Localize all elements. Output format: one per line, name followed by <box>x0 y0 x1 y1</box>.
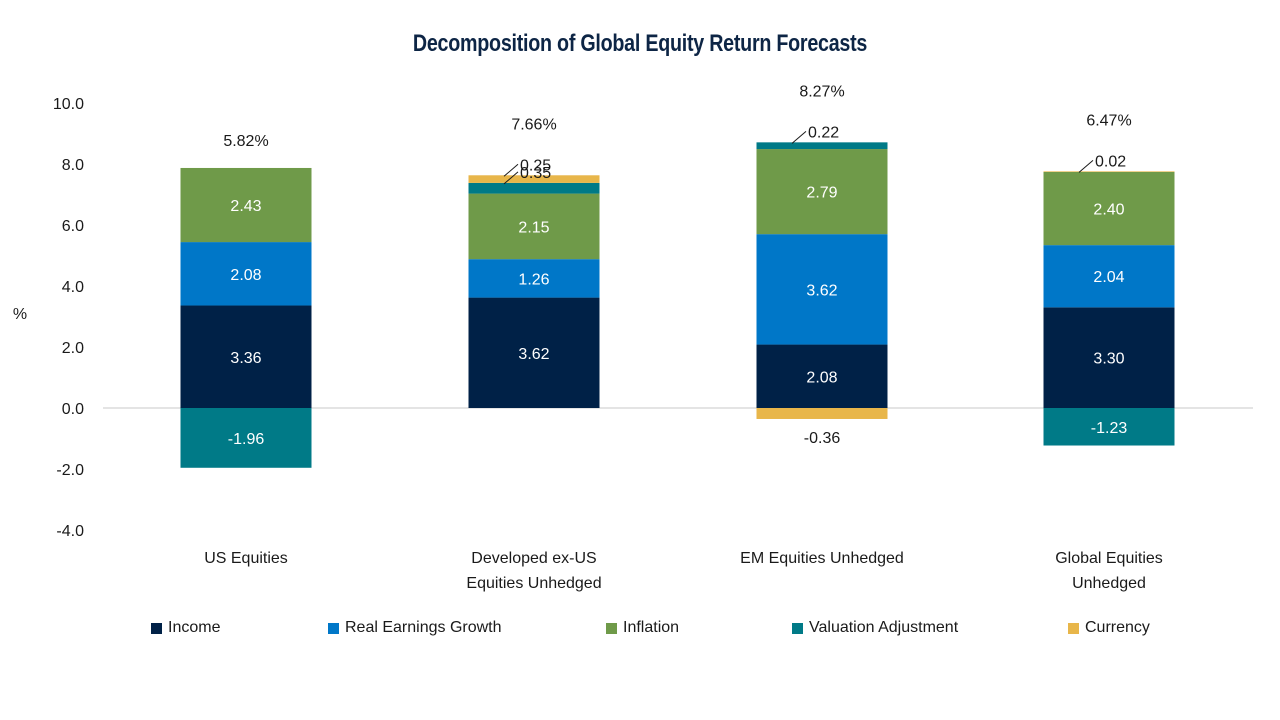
data-label-real-earnings-growth: 2.04 <box>1093 269 1124 286</box>
leader-line <box>503 163 519 177</box>
bar-segment-currency <box>756 408 888 419</box>
legend-item-real-earnings-growth: Real Earnings Growth <box>328 619 502 637</box>
data-label-currency: 0.25 <box>520 157 551 174</box>
legend-item-inflation: Inflation <box>606 619 679 637</box>
leader-line <box>503 171 519 185</box>
y-axis-label: % <box>13 306 27 323</box>
y-tick-label: 4.0 <box>62 279 84 296</box>
legend-swatch <box>328 622 339 634</box>
data-label-income: 3.30 <box>1093 351 1124 368</box>
total-label: 7.66% <box>511 116 556 133</box>
y-tick-label: -4.0 <box>56 523 84 540</box>
data-label-real-earnings-growth: 3.62 <box>806 282 837 299</box>
y-tick-label: 8.0 <box>62 157 84 174</box>
y-tick-label: 6.0 <box>62 218 84 235</box>
legend-item-valuation-adjustment: Valuation Adjustment <box>792 619 958 637</box>
x-category-label: Unhedged <box>1072 575 1146 592</box>
data-label-inflation: 2.43 <box>230 198 261 215</box>
chart-title: Decomposition of Global Equity Return Fo… <box>412 30 868 57</box>
data-label-valuation-adjustment: -1.23 <box>1091 420 1128 437</box>
data-label-income: 3.36 <box>230 350 261 367</box>
bar-segment-valuation-adjustment <box>180 408 312 468</box>
x-category-label: EM Equities Unhedged <box>740 550 904 567</box>
bar-segment-income <box>1043 307 1175 408</box>
bar-segment-real-earnings-growth <box>468 259 600 298</box>
legend-swatch <box>1068 622 1079 634</box>
legend-label: Inflation <box>623 619 680 636</box>
bar-segment-valuation-adjustment <box>756 142 888 150</box>
bar-segment-real-earnings-growth <box>1043 245 1175 308</box>
data-label-inflation: 2.15 <box>518 219 549 236</box>
leader-line <box>791 130 807 144</box>
data-label-income: 3.62 <box>518 346 549 363</box>
data-label-real-earnings-growth: 1.26 <box>518 271 549 288</box>
bar-segment-currency <box>1043 171 1175 172</box>
bar-segment-inflation <box>468 193 600 260</box>
bar-segment-inflation <box>1043 171 1175 246</box>
legend-swatch <box>792 622 803 634</box>
bar-segment-income <box>468 297 600 408</box>
legend-label: Income <box>168 619 221 636</box>
x-axis: US Equities Developed ex-US Equities Unhed… <box>204 550 1163 592</box>
bar-segment-valuation-adjustment <box>1043 408 1175 446</box>
total-label: 5.82% <box>223 133 268 150</box>
y-tick-label: -2.0 <box>56 462 84 479</box>
legend-swatch <box>151 622 162 634</box>
total-label: 6.47% <box>1086 112 1131 129</box>
x-category-label: Global Equities <box>1055 550 1163 567</box>
x-category-label: Equities Unhedged <box>466 575 601 592</box>
legend: Income Real Earnings Growth Inflation Valua… <box>0 619 1280 643</box>
data-label-currency: -0.36 <box>804 430 841 447</box>
x-category-label: US Equities <box>204 550 288 567</box>
data-label-inflation: 2.40 <box>1093 202 1124 219</box>
bar-segment-inflation <box>180 167 312 243</box>
bars-group: 3.36 2.08 2.43 -1.96 3.62 1.26 2.15 2.08 3.62 2.7… <box>180 142 1175 468</box>
data-label-income: 2.08 <box>806 369 837 386</box>
total-label: 8.27% <box>799 83 844 100</box>
legend-swatch <box>606 622 617 634</box>
legend-label: Real Earnings Growth <box>345 619 502 636</box>
leader-line <box>1078 159 1094 173</box>
data-label-valuation-adjustment: 0.35 <box>520 165 551 182</box>
y-tick-label: 10.0 <box>53 96 84 113</box>
bar-segment-real-earnings-growth <box>756 234 888 345</box>
stacked-bar-chart: 10.0 8.0 6.0 4.0 2.0 0.0 -2.0 -4.0% 3.36 2.08 2.4… <box>13 83 1253 592</box>
y-tick-label: 0.0 <box>62 401 84 418</box>
legend-item-income: Income <box>151 619 220 637</box>
bar-segment-valuation-adjustment <box>468 182 600 194</box>
annotations-group: 0.350.25 0.22 -0.36 0.02 5.82% 7.66% 8.27% 6.47… <box>223 83 1131 447</box>
y-tick-label: 2.0 <box>62 340 84 357</box>
bar-segment-income <box>756 344 888 408</box>
bar-segment-currency <box>468 175 600 183</box>
data-label-valuation-adjustment: -1.96 <box>228 431 265 448</box>
x-category-label: Developed ex-US <box>471 550 596 567</box>
data-label-currency: 0.02 <box>1095 153 1126 170</box>
bar-segment-real-earnings-growth <box>180 242 312 306</box>
bar-segment-income <box>180 305 312 408</box>
data-label-valuation-adjustment: 0.22 <box>808 124 839 141</box>
legend-item-currency: Currency <box>1068 619 1150 637</box>
legend-label: Valuation Adjustment <box>809 619 959 636</box>
bar-segment-inflation <box>756 149 888 235</box>
data-label-real-earnings-growth: 2.08 <box>230 267 261 284</box>
data-label-inflation: 2.79 <box>806 185 837 202</box>
legend-label: Currency <box>1085 619 1150 636</box>
